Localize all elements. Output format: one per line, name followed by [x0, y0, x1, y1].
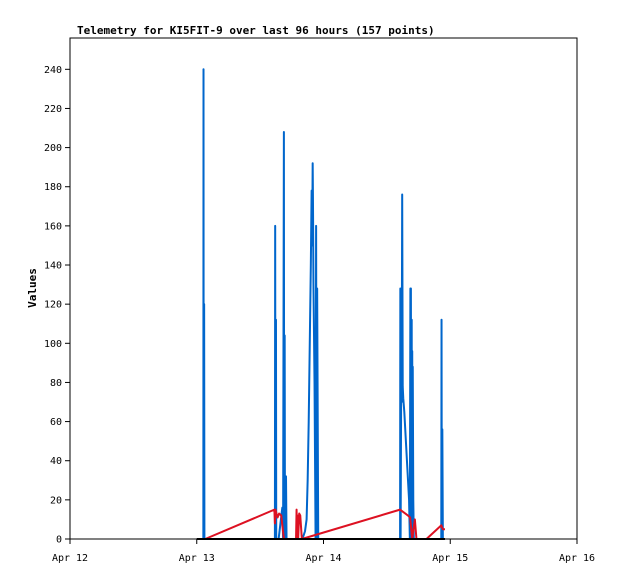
- x-axis: Apr 12 Apr 13 Apr 14 Apr 15 Apr 16: [52, 539, 595, 564]
- y-axis-label: Values: [26, 268, 39, 308]
- chart-title: Telemetry for KI5FIT-9 over last 96 hour…: [77, 24, 435, 37]
- y-tick-label: 20: [50, 495, 62, 506]
- series-line-2: [197, 508, 445, 540]
- y-tick-label: 200: [44, 143, 62, 154]
- plot-frame: [69, 37, 578, 540]
- x-tick-label: Apr 13: [179, 553, 215, 564]
- y-tick-label: 220: [44, 104, 62, 115]
- y-tick-label: 40: [50, 456, 62, 467]
- x-tick-label: Apr 14: [305, 553, 341, 564]
- y-tick-label: 160: [44, 221, 62, 232]
- y-axis: 0 20 40 60 80 100 120 140 160 180 200 220 240: [44, 65, 70, 546]
- x-tick-label: Apr 16: [559, 553, 595, 564]
- y-tick-label: 140: [44, 261, 62, 272]
- y-tick-label: 100: [44, 339, 62, 350]
- series-layer: [196, 68, 445, 540]
- y-tick-label: 80: [50, 378, 62, 389]
- series-line-1: [198, 68, 445, 540]
- x-tick-label: Apr 15: [432, 553, 468, 564]
- x-tick-label: Apr 12: [52, 553, 88, 564]
- y-tick-label: 0: [56, 535, 62, 546]
- y-tick-label: 180: [44, 182, 62, 193]
- y-tick-label: 240: [44, 65, 62, 76]
- y-tick-label: 60: [50, 417, 62, 428]
- y-tick-label: 120: [44, 300, 62, 311]
